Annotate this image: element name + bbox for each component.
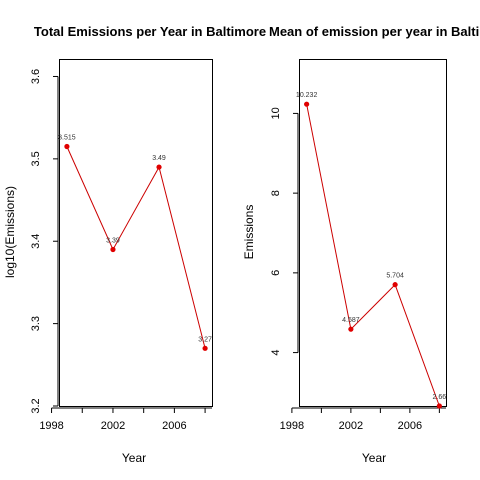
chart-right-y-tick-label: 8 bbox=[270, 190, 282, 196]
chart-right-plot-frame bbox=[299, 59, 447, 407]
chart-right-x-tick-label: 1998 bbox=[280, 420, 304, 432]
chart-right-marks: 10.232 4.587 5.704 2.66 bbox=[296, 92, 447, 409]
chart-left-data-point bbox=[156, 164, 162, 170]
chart-right-x-axis-label: Year bbox=[362, 451, 386, 465]
chart-left-marks: 3.515 3.39 3.49 3.27 bbox=[58, 135, 212, 351]
chart-left-x-tick-label: 2006 bbox=[162, 420, 186, 432]
chart-right-data-label: 2.66 bbox=[433, 394, 447, 401]
chart-left-plot-frame bbox=[59, 59, 213, 407]
chart-left-x-tick-label: 1998 bbox=[39, 420, 63, 432]
chart-right-data-point bbox=[304, 101, 310, 107]
chart-right-data-label: 5.704 bbox=[386, 273, 404, 280]
chart-left-y-tick-label: 3.3 bbox=[30, 316, 42, 331]
chart-left-data-label: 3.27 bbox=[198, 336, 212, 343]
chart-left-y-tick-label: 3.5 bbox=[30, 151, 42, 166]
chart-right-data-point bbox=[348, 326, 354, 332]
chart-right-data-label: 10.232 bbox=[296, 92, 318, 99]
chart-left-y-axis-label: log10(Emissions) bbox=[3, 186, 17, 278]
chart-left-data-point bbox=[110, 246, 116, 253]
chart-right: Mean of emission per year in Baltimore Y… bbox=[242, 24, 480, 465]
chart-left-y-tick-label: 3.6 bbox=[30, 69, 42, 84]
chart-right-y-tick-label: 4 bbox=[270, 350, 282, 356]
chart-left-data-label: 3.39 bbox=[106, 237, 120, 244]
chart-left-data-label: 3.49 bbox=[152, 155, 166, 162]
chart-left-axes: 1998 2002 2006 3.2 3.3 3.4 3.5 3.6 bbox=[30, 69, 212, 432]
chart-left-series-line bbox=[66, 146, 206, 349]
chart-right-series-line bbox=[306, 104, 440, 407]
chart-right-y-tick-label: 6 bbox=[270, 270, 282, 276]
chart-right-y-tick-label: 10 bbox=[270, 107, 282, 119]
chart-left-data-label: 3.515 bbox=[58, 135, 76, 142]
chart-right-y-axis-label: Emissions bbox=[242, 205, 256, 260]
chart-right-x-tick-label: 2006 bbox=[398, 420, 422, 432]
chart-left-title: Total Emissions per Year in Baltimore bbox=[34, 24, 266, 39]
chart-left-y-tick-label: 3.4 bbox=[30, 234, 42, 249]
chart-right-title: Mean of emission per year in Baltimore bbox=[269, 24, 480, 39]
chart-right-data-point bbox=[436, 403, 442, 409]
chart-left-data-point bbox=[64, 143, 70, 150]
chart-right-data-point bbox=[392, 282, 398, 288]
chart-left-data-point bbox=[202, 345, 208, 351]
chart-left-x-tick-label: 2002 bbox=[101, 420, 125, 432]
chart-left-y-tick-label: 3.2 bbox=[30, 398, 42, 413]
chart-left-x-axis-label: Year bbox=[122, 451, 146, 465]
chart-right-x-tick-label: 2002 bbox=[339, 420, 363, 432]
chart-right-data-label: 4.587 bbox=[342, 317, 360, 324]
chart-right-axes: 1998 2002 2006 4 6 8 10 bbox=[270, 107, 446, 432]
chart-left: Total Emissions per Year in Baltimore Ye… bbox=[3, 24, 266, 465]
